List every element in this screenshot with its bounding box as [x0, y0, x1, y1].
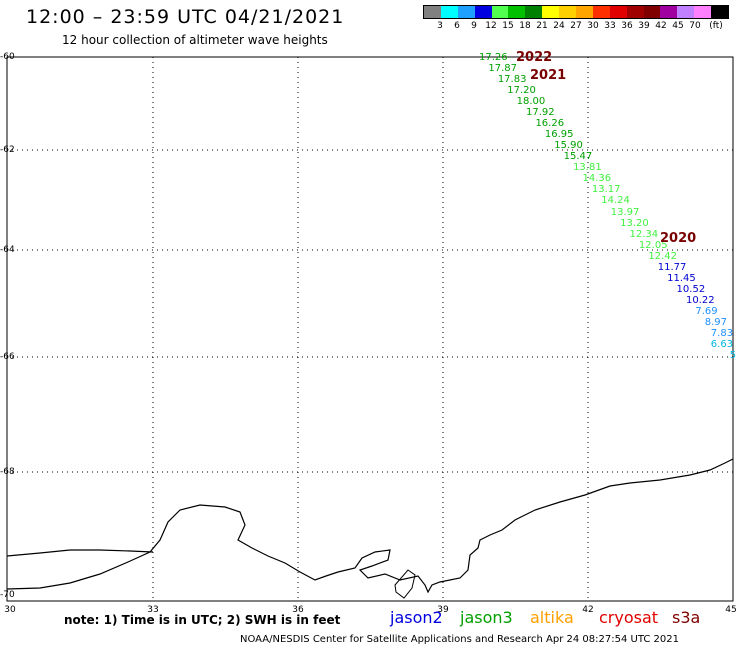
coastline-secondary: [6, 549, 154, 557]
wave-height-value: 11.45: [667, 272, 696, 284]
credit-line: NOAA/NESDIS Center for Satellite Applica…: [240, 634, 679, 645]
colorbar-swatch-3: [474, 6, 492, 18]
time-label-2022: 2022: [516, 50, 553, 65]
colorbar-label: 33: [604, 21, 616, 31]
colorbar-label: 36: [621, 21, 633, 31]
colorbar-swatch-17: [711, 6, 729, 18]
x-label-42: 42: [582, 605, 594, 615]
wave-height-value: 13.20: [620, 217, 649, 229]
wave-height-value: 12.34: [629, 228, 659, 240]
x-label-30: 30: [4, 605, 16, 615]
colorbar-swatch-5: [508, 6, 526, 18]
wave-height-value: 10.52: [676, 283, 706, 295]
colorbar-label: 42: [655, 21, 667, 31]
y-label-62: -62: [0, 145, 15, 155]
map-subtitle: 12 hour collection of altimeter wave hei…: [62, 33, 328, 47]
time-label-2021: 2021: [530, 68, 567, 83]
colorbar-swatch-7: [542, 6, 560, 18]
coastline-inlet: [394, 569, 416, 599]
colorbar-swatch-6: [525, 6, 543, 18]
x-label-39: 39: [437, 605, 449, 615]
map-frame: [6, 56, 734, 602]
wave-height-value: 10.22: [685, 294, 715, 306]
grid-lines: [7, 57, 733, 601]
colorbar-label: 15: [502, 21, 514, 31]
wave-height-value: 6.63: [710, 338, 734, 350]
antarctic-coastline: [6, 458, 734, 594]
wave-height-value: 14.36: [582, 173, 612, 185]
colorbar-label: 9: [471, 21, 477, 31]
legend-jason3: jason3: [460, 608, 513, 627]
y-label-60: -60: [0, 52, 15, 62]
wave-height-value: 17.83: [497, 74, 527, 86]
colorbar-swatch-1: [440, 6, 458, 18]
colorbar-label: 18: [519, 21, 531, 31]
wave-height-value: 15.90: [554, 140, 583, 152]
y-label-70: -70: [0, 590, 15, 600]
wave-height-value: 12.42: [648, 250, 677, 262]
colorbar-label: 24: [553, 21, 565, 31]
wave-height-value: 15.47: [563, 151, 593, 163]
x-label-45: 45: [725, 605, 737, 615]
legend-cryosat: cryosat: [599, 608, 659, 627]
wave-height-value: 16.95: [544, 129, 574, 141]
colorbar-label: 27: [570, 21, 582, 31]
colorbar-label: (ft): [709, 21, 723, 31]
y-label-66: -66: [0, 352, 15, 362]
wave-height-value: 7.83: [710, 327, 734, 339]
colorbar-swatch-4: [491, 6, 509, 18]
legend-altika: altika: [530, 608, 574, 627]
colorbar-swatch-15: [677, 6, 695, 18]
wave-height-value: 16.26: [535, 118, 565, 130]
map-title: 12:00 – 23:59 UTC 04/21/2021: [26, 6, 345, 28]
wave-height-value: 7.69: [695, 305, 718, 317]
wave-height-value: 17.87: [488, 63, 518, 75]
colorbar-label: 21: [536, 21, 548, 31]
wave-height-value: 5: [729, 350, 737, 361]
colorbar-labels: 3 6 9 12 15 18 21 24 27 30 33 36 39 42 45 70 (ft): [423, 21, 729, 33]
y-label-64: -64: [0, 245, 15, 255]
colorbar-swatch-16: [694, 6, 712, 18]
colorbar-swatch-12: [626, 6, 644, 18]
colorbar-swatch-13: [643, 6, 661, 18]
colorbar-label: 39: [638, 21, 650, 31]
colorbar-swatch-11: [609, 6, 627, 18]
wave-height-value: 13.81: [573, 162, 602, 174]
colorbar-label: 12: [485, 21, 497, 31]
colorbar-label: 6: [454, 21, 460, 31]
colorbar-swatch-9: [576, 6, 593, 18]
x-label-33: 33: [147, 605, 159, 615]
wave-height-value: 13.97: [610, 206, 640, 218]
wave-height-value: 17.20: [507, 85, 536, 97]
colorbar-label: 3: [437, 21, 443, 31]
colorbar-label: 45: [672, 21, 684, 31]
wave-height-colorbar: [423, 5, 729, 19]
y-label-68: -68: [0, 467, 15, 477]
units-note: note: 1) Time is in UTC; 2) SWH is in fe…: [64, 613, 341, 627]
legend-s3a: s3a: [672, 608, 701, 627]
wave-height-value: 17.26: [479, 52, 508, 63]
wave-height-value: 8.97: [704, 316, 728, 328]
wave-height-value: 11.77: [657, 261, 687, 273]
colorbar-swatch-8: [559, 6, 577, 18]
colorbar-swatch-14: [660, 6, 678, 18]
colorbar-swatch-10: [592, 6, 610, 18]
x-label-36: 36: [292, 605, 304, 615]
colorbar-swatch-0: [424, 6, 441, 18]
wave-height-value: 13.17: [591, 184, 621, 196]
colorbar-swatch-2: [457, 6, 475, 18]
wave-height-value: 17.92: [526, 107, 555, 119]
wave-height-value: 14.24: [601, 195, 630, 207]
wave-height-value: 18.00: [516, 96, 546, 108]
legend-jason2: jason2: [390, 608, 443, 627]
colorbar-label: 70: [689, 21, 701, 31]
colorbar-label: 30: [587, 21, 599, 31]
wave-height-value: 12.05: [638, 239, 668, 251]
time-label-2020: 2020: [660, 231, 697, 246]
